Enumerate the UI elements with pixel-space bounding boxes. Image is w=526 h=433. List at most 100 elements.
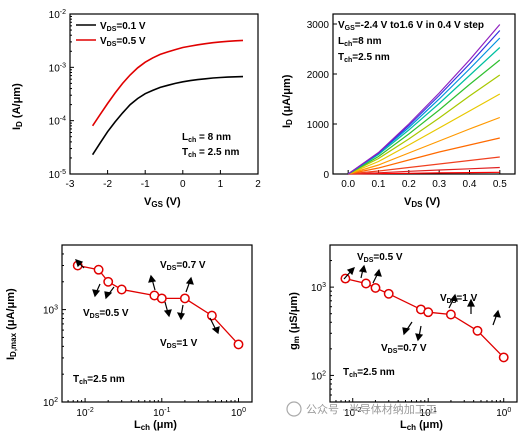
chart-a-annot-lch: Lch = 8 nm [182, 132, 231, 144]
chart-b-ylabel: ID (μA/μm) [281, 74, 294, 128]
x-tick-label: 100 [231, 407, 246, 419]
chart-d-annot-tch: Tch=2.5 nm [343, 367, 395, 379]
legend-label-vds-0.1: VDS=0.1 V [100, 21, 146, 33]
chart-c-annot-vds-07: VDS=0.7 V [160, 260, 206, 272]
y-tick-label: 102 [311, 370, 326, 382]
chart-c-annot-vds-05: VDS=0.5 V [83, 308, 129, 320]
x-tick-label: 2 [255, 179, 261, 190]
legend-label-vds-0.5: VDS=0.5 V [100, 36, 146, 48]
chart-a-legend: VDS=0.1 V VDS=0.5 V [76, 21, 146, 48]
data-point [472, 325, 483, 336]
x-tick-label: 10-1 [153, 407, 170, 419]
chart-b-series [347, 24, 501, 175]
chart-d-annot-vds-05: VDS=0.5 V [357, 252, 403, 264]
x-tick-label: 0.1 [372, 179, 386, 190]
series-line [348, 156, 500, 175]
arrow-icon [92, 289, 101, 298]
x-tick-label: 100 [496, 407, 511, 419]
chart-c-ylabel: ID,max (μA/μm) [5, 288, 18, 360]
data-point [383, 288, 394, 299]
x-tick-label: 1 [218, 179, 224, 190]
data-point [340, 273, 351, 284]
series-line [347, 47, 501, 175]
arrow-icon [163, 309, 172, 318]
y-tick-label: 103 [311, 282, 326, 294]
x-tick-label: 0.3 [432, 179, 446, 190]
chart-b-annot-tch: Tch=2.5 nm [338, 52, 390, 64]
data-point [103, 276, 114, 287]
y-tick-label: 10-3 [49, 62, 66, 74]
y-tick-label: 10-4 [49, 116, 66, 128]
data-point [233, 339, 244, 350]
arrow-icon [211, 326, 220, 335]
data-point [206, 310, 217, 321]
watermark-text: 公众号 · 半导体材纳加工工 [306, 402, 437, 416]
arrow-icon [373, 268, 382, 277]
chart-d-annot-vds-1: VDS=1 V [440, 293, 478, 305]
x-tick-label: 0.2 [402, 179, 416, 190]
watermark: 公众号 · 半导体材纳加工工 [286, 401, 437, 417]
chart-b-frame [332, 13, 516, 175]
data-point [116, 284, 127, 295]
x-tick-label: 10-2 [76, 407, 93, 419]
y-tick-label: 3000 [307, 20, 330, 31]
data-point [361, 278, 371, 289]
chart-c-arrows [75, 259, 220, 335]
arrow-icon [415, 333, 424, 342]
series-line [91, 75, 244, 156]
y-tick-label: 1000 [307, 120, 330, 131]
x-tick-label: -1 [141, 179, 150, 190]
series-line [347, 74, 501, 175]
chart-c-annot-tch: Tch=2.5 nm [73, 374, 125, 386]
chart-c-xlabel: Lch (μm) [134, 419, 177, 432]
chart-d-xlabel: Lch (μm) [400, 419, 443, 432]
arrow-icon [148, 274, 157, 283]
y-tick-label: 2000 [307, 70, 330, 81]
chart-d-series [340, 273, 509, 363]
chart-d-annot-vds-07: VDS=0.7 V [381, 343, 427, 355]
arrow-icon [185, 276, 194, 285]
chart-a-annot-tch: Tch = 2.5 nm [182, 147, 239, 159]
arrow-icon [449, 293, 458, 302]
chart-b-annot-lch: Lch=8 nm [338, 36, 382, 48]
series-line [347, 93, 501, 175]
arrow-icon [75, 259, 84, 268]
series-line [347, 24, 501, 175]
y-tick-label: 103 [43, 305, 58, 317]
chart-a-frame [69, 13, 259, 175]
y-tick-label: 0 [323, 170, 329, 181]
x-tick-label: 0.0 [341, 179, 355, 190]
data-point [370, 282, 381, 293]
chart-b-annot-vgs: VGS=-2.4 V to1.6 V in 0.4 V step [338, 20, 484, 32]
chart-a: -3 -2 -1 0 1 2 10-5 10-4 10-3 10-2 VDS=0.1 V VDS=… [11, 9, 261, 209]
x-tick-label: 0.4 [463, 179, 477, 190]
x-tick-label: -2 [103, 179, 112, 190]
series-line [348, 166, 500, 175]
chart-d-arrows [343, 264, 501, 342]
series-line [77, 264, 239, 345]
arrow-icon [467, 298, 475, 307]
data-point [93, 264, 104, 275]
chart-b-xlabel: VDS (V) [404, 196, 441, 209]
arrow-icon [492, 309, 501, 318]
data-point [156, 293, 167, 304]
data-point [423, 307, 434, 318]
chart-c-annot-vds-1: VDS=1 V [160, 338, 198, 350]
wechat-icon [286, 401, 302, 417]
arrow-icon [358, 264, 367, 273]
chart-d-frame [329, 244, 518, 403]
chart-b-ticks: 0.0 0.1 0.2 0.3 0.4 0.5 0 1000 2000 3000 [307, 20, 507, 190]
chart-a-series [91, 39, 244, 156]
chart-b: 0.0 0.1 0.2 0.3 0.4 0.5 0 1000 2000 3000 VGS=-2.4… [281, 13, 516, 209]
series-line [347, 59, 501, 175]
series-line [348, 116, 501, 175]
arrow-icon [104, 291, 113, 300]
arrow-icon [346, 267, 355, 276]
data-point [179, 293, 190, 304]
chart-c-series [72, 260, 244, 350]
chart-c: 10-2 10-1 100 102 103 VDS=0.7 V VDS=0.5 V VD… [5, 244, 253, 432]
x-tick-label: -3 [66, 179, 75, 190]
chart-c-ticks: 10-2 10-1 100 102 103 [43, 244, 246, 419]
